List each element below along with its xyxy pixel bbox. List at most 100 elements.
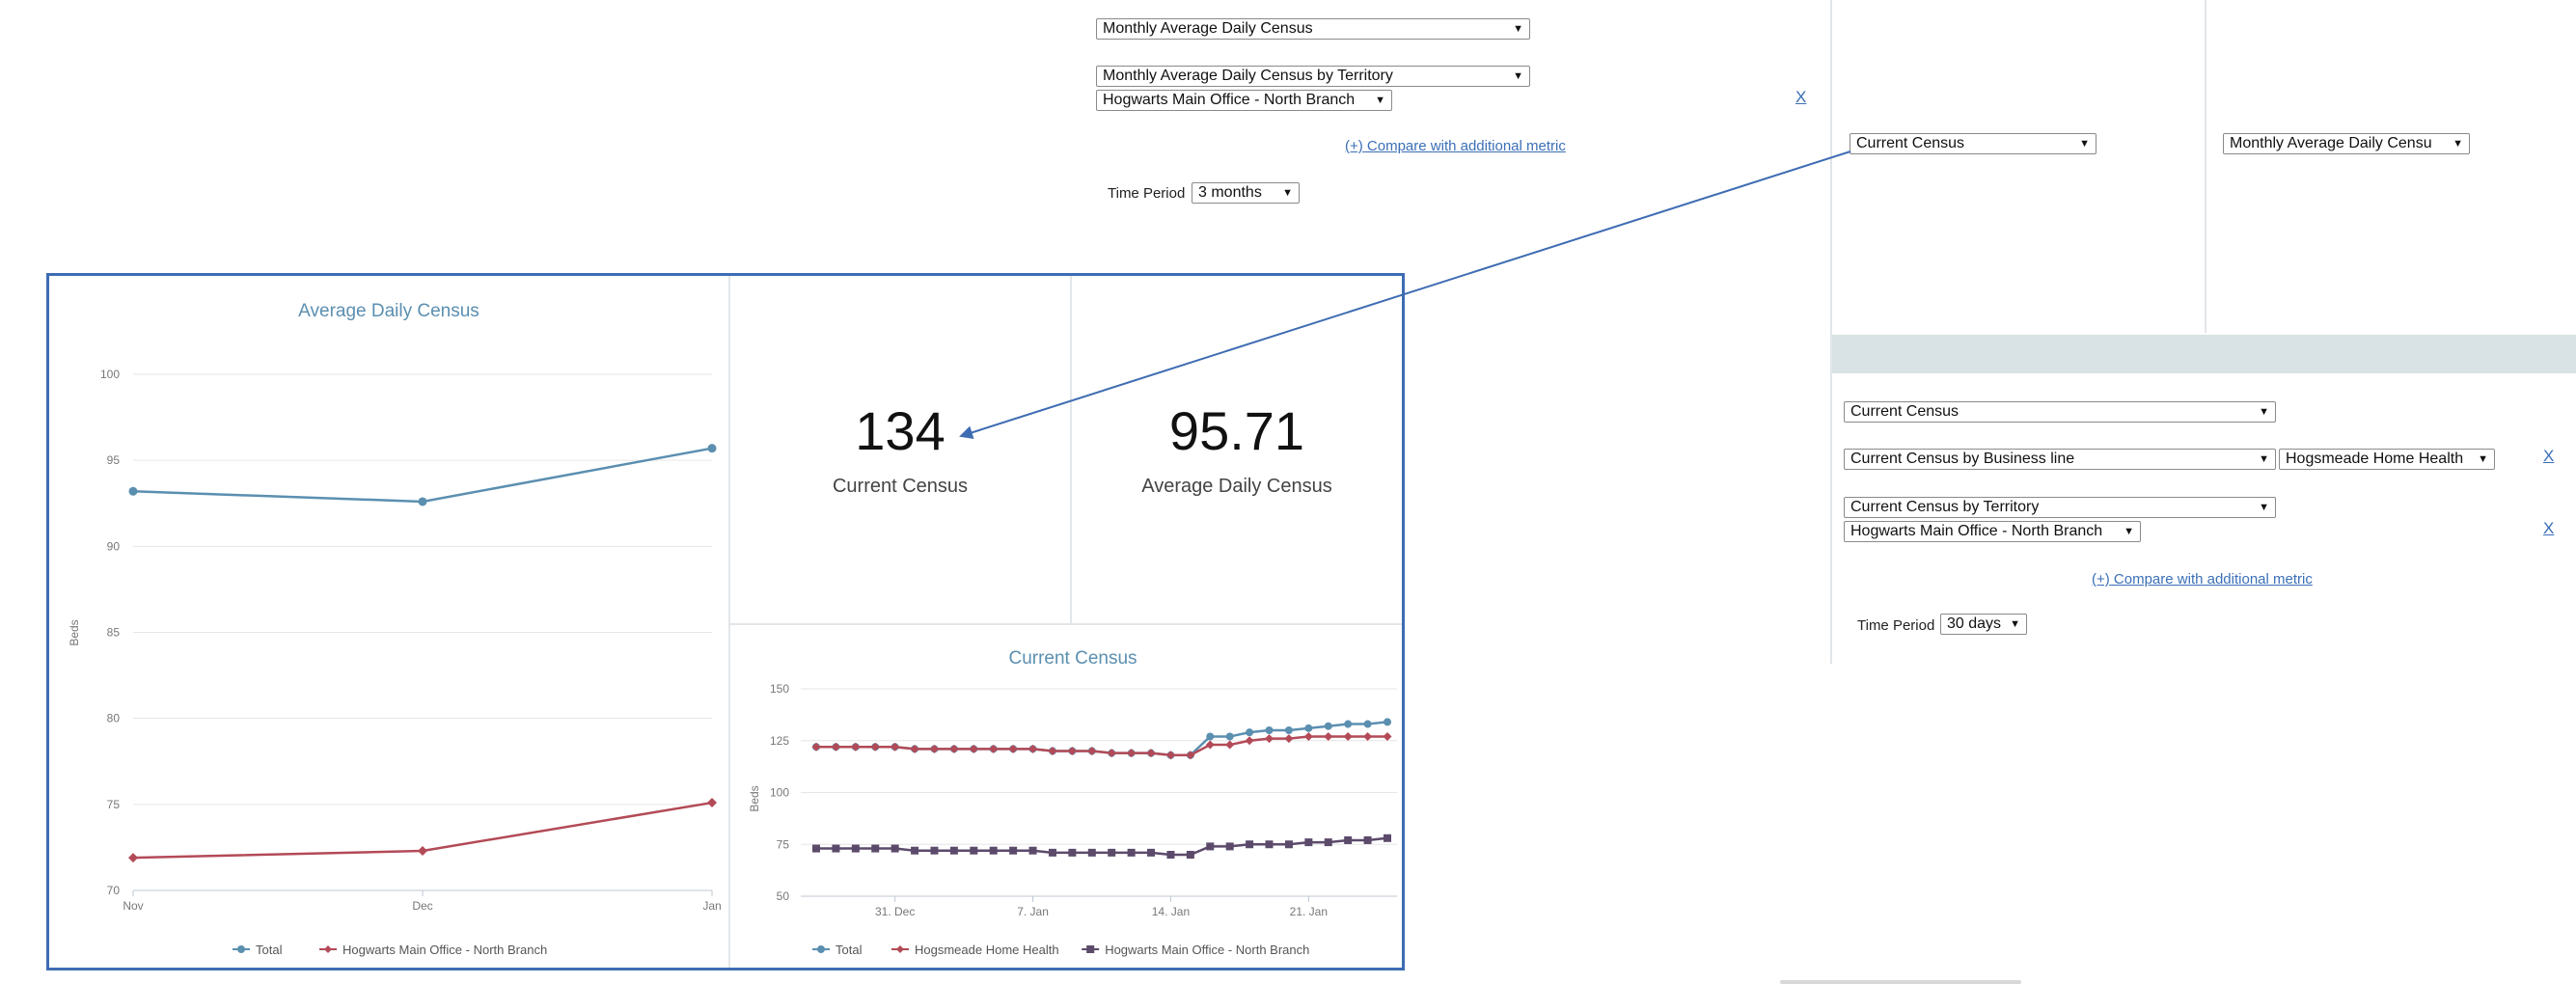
data-point (707, 798, 717, 808)
right-time-period-select[interactable]: 30 days ▼ (1940, 614, 2027, 635)
right-time-period-label: Time Period (1857, 617, 1935, 634)
legend-label: Hogsmeade Home Health (915, 943, 1059, 957)
data-point (1067, 747, 1077, 755)
series-line (816, 735, 1387, 757)
data-point (1068, 848, 1077, 857)
data-point (707, 444, 717, 453)
data-point (1108, 848, 1116, 857)
tile-right-metric-value: Monthly Average Daily Censu (2230, 135, 2432, 151)
remove-territory-link[interactable]: X (2543, 519, 2555, 537)
breakdown-select-value: Monthly Average Daily Census by Territor… (1103, 68, 1393, 84)
tile-left-metric-value: Current Census (1856, 135, 1965, 151)
time-period-select-value: 3 months (1198, 184, 1262, 201)
data-point (1127, 749, 1137, 758)
data-point (1166, 851, 1175, 859)
data-point (1225, 842, 1234, 851)
data-point (930, 846, 939, 855)
business-line-value-select[interactable]: Hogsmeade Home Health ▼ (2279, 449, 2495, 470)
x-tick-label: 7. Jan (1017, 905, 1049, 918)
chart-title: Current Census (1008, 648, 1137, 669)
data-point (1284, 734, 1294, 744)
y-tick-label: 100 (770, 786, 789, 800)
right-territory-select[interactable]: Hogwarts Main Office - North Branch ▼ (1844, 521, 2141, 542)
x-tick-label: 14. Jan (1152, 905, 1190, 918)
data-point (1265, 726, 1274, 734)
business-line-select[interactable]: Current Census by Business line ▼ (1844, 449, 2276, 470)
compare-metric-link[interactable]: (+) Compare with additional metric (1345, 138, 1566, 154)
data-point (949, 744, 959, 753)
dropdown-arrow-icon: ▼ (2453, 138, 2463, 150)
data-point (418, 497, 427, 506)
dropdown-arrow-icon: ▼ (1513, 23, 1523, 35)
right-metric-select[interactable]: Current Census ▼ (1844, 401, 2276, 423)
data-point (870, 742, 880, 752)
data-point (1048, 747, 1057, 755)
data-point (1246, 840, 1254, 849)
data-point (871, 844, 880, 853)
right-territory-value: Hogwarts Main Office - North Branch (1850, 523, 2103, 539)
legend-marker (896, 945, 904, 953)
legend-label: Hogwarts Main Office - North Branch (343, 943, 547, 957)
data-point (1028, 846, 1037, 855)
data-point (1363, 835, 1372, 844)
territory-select-value: Hogwarts Main Office - North Branch (1103, 92, 1356, 108)
data-point (969, 744, 978, 753)
data-point (1363, 731, 1373, 741)
time-period-label: Time Period (1108, 185, 1186, 202)
tile-right-metric-select[interactable]: Monthly Average Daily Censu ▼ (2223, 133, 2470, 154)
breakdown-select[interactable]: Monthly Average Daily Census by Territor… (1096, 66, 1530, 87)
dropdown-arrow-icon: ▼ (2259, 406, 2269, 418)
x-tick-label: Nov (123, 899, 143, 913)
data-point (989, 744, 999, 753)
data-point (1265, 840, 1274, 849)
territory-select[interactable]: Hogwarts Main Office - North Branch ▼ (1096, 90, 1392, 111)
data-point (832, 844, 840, 853)
data-point (1206, 842, 1215, 851)
data-point (949, 846, 958, 855)
right-compare-metric-link[interactable]: (+) Compare with additional metric (2092, 571, 2313, 588)
data-point (1048, 848, 1056, 857)
time-period-select[interactable]: 3 months ▼ (1192, 182, 1300, 204)
data-point (1087, 747, 1097, 755)
data-point (128, 486, 138, 496)
data-point (1205, 740, 1215, 750)
remove-business-line-link[interactable]: X (2543, 447, 2555, 465)
data-point (891, 844, 899, 853)
business-line-select-value: Current Census by Business line (1850, 451, 2075, 467)
territory-breakdown-select[interactable]: Current Census by Territory ▼ (1844, 497, 2276, 518)
tile-left-metric-select[interactable]: Current Census ▼ (1850, 133, 2096, 154)
x-tick-label: 31. Dec (875, 905, 915, 918)
data-point (1284, 840, 1293, 849)
data-point (1265, 734, 1274, 744)
legend-label: Total (256, 943, 283, 957)
legend-marker (237, 945, 245, 953)
legend-label: Total (836, 943, 863, 957)
dropdown-arrow-icon: ▼ (1513, 70, 1523, 82)
data-point (1324, 731, 1333, 741)
data-point (811, 742, 821, 752)
data-point (1284, 726, 1293, 734)
y-tick-label: 80 (107, 712, 121, 725)
data-point (1344, 835, 1353, 844)
right-metric-value: Current Census (1850, 403, 1959, 420)
data-point (128, 853, 138, 863)
data-point (1028, 744, 1038, 753)
data-point (851, 742, 861, 752)
business-line-value: Hogsmeade Home Health (2286, 451, 2464, 467)
data-point (1087, 848, 1096, 857)
data-point (1303, 731, 1313, 741)
data-point (1245, 736, 1254, 746)
remove-breakdown-link[interactable]: X (1795, 88, 1807, 106)
data-point (1304, 724, 1313, 732)
kpi-average-daily-census-value: 95.71 (1168, 400, 1305, 461)
data-point (1186, 851, 1194, 859)
metric-select-value: Monthly Average Daily Census (1103, 20, 1313, 37)
metric-select[interactable]: Monthly Average Daily Census ▼ (1096, 18, 1530, 40)
y-axis-label: Beds (748, 785, 761, 811)
data-point (1344, 720, 1353, 728)
kpi-divider-vertical (1070, 276, 1072, 623)
data-point (1383, 731, 1392, 741)
dropdown-arrow-icon: ▼ (2010, 618, 2020, 630)
x-tick-label: Jan (702, 899, 721, 913)
data-point (1008, 744, 1018, 753)
